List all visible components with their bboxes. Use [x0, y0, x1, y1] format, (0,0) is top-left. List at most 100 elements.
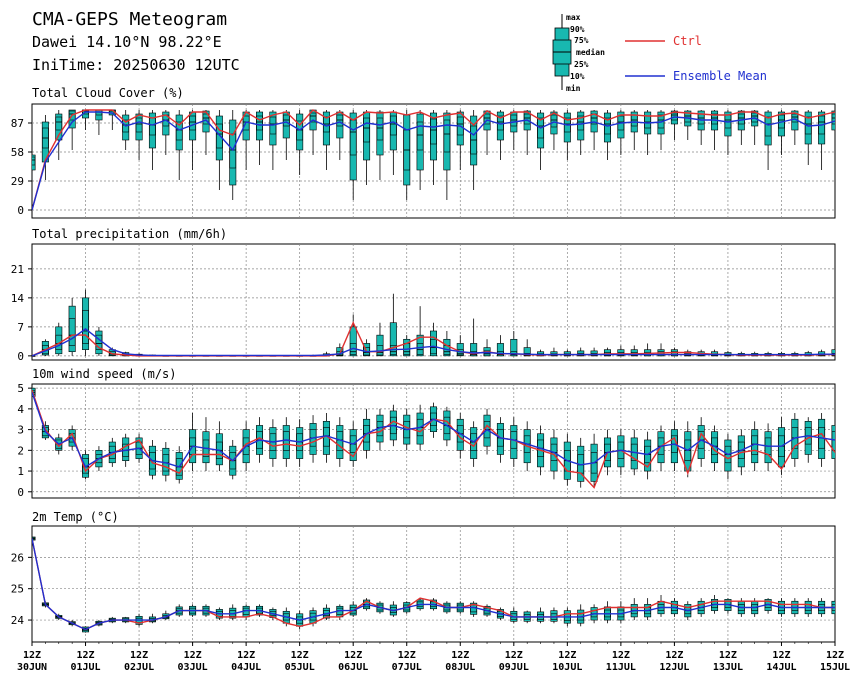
box-inner	[764, 116, 772, 137]
x-tick-label-hour: 12Z	[451, 650, 469, 661]
ctrl-line	[32, 109, 835, 211]
box-inner	[349, 119, 357, 156]
x-tick-label-hour: 12Z	[772, 650, 790, 661]
y-tick-label: 2	[17, 444, 24, 457]
legend-p25-label: 25%	[574, 60, 589, 69]
box-inner	[416, 343, 424, 355]
x-tick-label-date: 11JUL	[606, 662, 636, 673]
panel-plot	[32, 535, 835, 633]
box-inner	[483, 113, 491, 125]
panel-0: 0 29 58 87 Total Cloud Cover (%)	[11, 86, 836, 219]
box-inner	[55, 334, 63, 350]
legend-max-label: max	[566, 13, 581, 22]
y-tick-label: 26	[11, 551, 24, 564]
box-inner	[202, 113, 210, 125]
legend-median-label: median	[576, 47, 605, 57]
y-tick-label: 7	[17, 321, 24, 334]
panel-3: 24 25 26 2m Temp (°C)	[11, 510, 836, 643]
x-tick-label-hour: 12Z	[558, 650, 576, 661]
box-inner	[135, 117, 143, 133]
box-inner	[711, 113, 718, 125]
box-inner	[791, 113, 799, 123]
x-tick-label-hour: 12Z	[505, 650, 523, 661]
y-tick-label: 4	[17, 403, 24, 416]
x-tick-label-hour: 12Z	[826, 650, 844, 661]
box-inner	[175, 121, 183, 141]
legend: max 90% 75% median 25% 10% min Ctrl Ense…	[552, 13, 767, 93]
panel-plot	[32, 289, 835, 357]
y-tick-label: 0	[17, 204, 24, 217]
y-tick-label: 25	[11, 583, 24, 596]
box-inner	[189, 115, 196, 131]
box-inner	[336, 114, 344, 127]
x-tick-label-hour: 12Z	[130, 650, 148, 661]
x-tick-label-hour: 12Z	[291, 650, 309, 661]
legend-p75-label: 75%	[574, 36, 589, 45]
x-tick-label-date: 07JUL	[392, 662, 422, 673]
x-tick-label-date: 05JUL	[285, 662, 315, 673]
x-tick-label-hour: 12Z	[398, 650, 416, 661]
x-tick-label-date: 03JUL	[178, 662, 208, 673]
panel-title: 2m Temp (°C)	[32, 510, 119, 524]
box-inner	[416, 121, 424, 151]
x-tick-label-date: 10JUL	[552, 662, 582, 673]
box-inner	[363, 117, 370, 143]
y-tick-label: 0	[17, 350, 24, 363]
y-tick-label: 0	[17, 486, 24, 499]
box-inner	[229, 133, 237, 169]
panel-frame	[31, 243, 836, 361]
legend-ctrl-label: Ctrl	[673, 34, 702, 48]
mean-line	[32, 538, 835, 631]
x-tick-label-date: 12JUL	[659, 662, 689, 673]
y-tick-label: 24	[11, 614, 25, 627]
panel-title: Total precipitation (mm/6h)	[32, 227, 227, 241]
box-inner	[671, 351, 678, 357]
box-inner	[430, 118, 437, 145]
x-tick-label-hour: 12Z	[612, 650, 630, 661]
init-time-label: IniTime: 20250630 12UTC	[32, 56, 240, 74]
x-tick-label-date: 09JUL	[499, 662, 529, 673]
y-tick-label: 14	[11, 292, 25, 305]
y-tick-label: 5	[17, 382, 24, 395]
box-outer	[349, 326, 357, 357]
box-inner	[256, 115, 263, 131]
box-inner	[82, 309, 89, 344]
x-tick-label-date: 01JUL	[70, 662, 100, 673]
y-tick-label: 29	[11, 175, 24, 188]
x-tick-label-date: 02JUL	[124, 662, 154, 673]
location-label: Dawei 14.10°N 98.22°E	[32, 33, 222, 51]
box-inner	[32, 156, 36, 166]
legend-p10-label: 10%	[570, 72, 585, 81]
panel-title: Total Cloud Cover (%)	[32, 86, 184, 100]
box-inner	[510, 114, 518, 127]
box-inner	[376, 117, 384, 141]
box-inner	[550, 114, 558, 128]
y-tick-label: 58	[11, 146, 24, 159]
y-tick-label: 1	[17, 465, 24, 478]
box-inner	[282, 114, 290, 127]
legend-p90-label: 90%	[570, 25, 585, 34]
panel-2: 0 1 2 3 4 5 10m wind speed (m/s)	[17, 367, 836, 499]
box-inner	[630, 114, 638, 127]
box-inner	[149, 117, 156, 136]
panel-plot	[32, 109, 835, 211]
box-inner	[55, 116, 63, 131]
y-tick-label: 3	[17, 424, 24, 437]
panel-frame	[31, 525, 836, 643]
x-tick-label-hour: 12Z	[77, 650, 95, 661]
legend-min-label: min	[566, 83, 581, 93]
box-inner	[68, 318, 76, 346]
box-inner	[831, 431, 835, 451]
legend-mean-label: Ensemble Mean	[673, 69, 767, 83]
x-tick-label-date: 06JUL	[338, 662, 368, 673]
box-outer	[389, 322, 397, 357]
box-inner	[309, 112, 317, 123]
mean-line	[32, 111, 835, 211]
x-tick-label-date: 08JUL	[445, 662, 475, 673]
panel-title: 10m wind speed (m/s)	[32, 367, 177, 381]
panel-1: 0 7 14 21 Total precipitation (mm/6h)	[11, 227, 836, 363]
x-tick-label-hour: 12Z	[344, 650, 362, 661]
box-inner	[523, 113, 531, 125]
